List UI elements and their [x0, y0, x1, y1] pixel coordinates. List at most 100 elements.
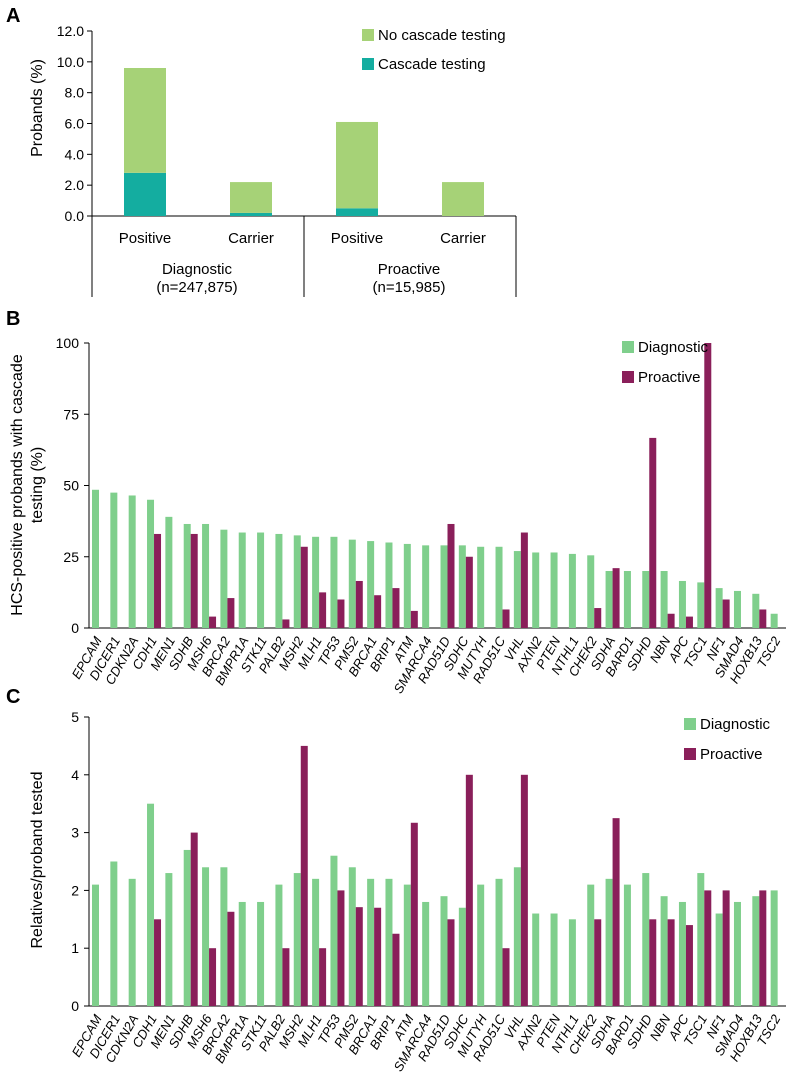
panel-letter-a: A [6, 5, 20, 27]
panelB-bar-diagnostic [733, 590, 741, 628]
legend-label-cascade: Cascade testing [378, 56, 486, 73]
panelC-ytick-label: 2 [71, 882, 79, 898]
legend-swatch-proactive-c [684, 748, 696, 760]
panel-a-ytick-label: 2.0 [65, 177, 85, 193]
panel-a-group-label-diagnostic: Diagnostic [162, 261, 233, 278]
panel-a-bar-no-cascade [124, 68, 166, 173]
panelB-bar-proactive [355, 580, 363, 628]
panelC-bar-diagnostic [715, 913, 723, 1006]
panel-c-ylabel: Relatives/proband tested [29, 772, 46, 949]
panelB-bar-proactive [759, 609, 767, 628]
panelC-bar-diagnostic [348, 867, 356, 1006]
panelC-bar-diagnostic [477, 884, 485, 1006]
panelB-bar-diagnostic [385, 542, 393, 628]
panelC-bar-diagnostic [568, 919, 576, 1006]
panelB-bar-diagnostic [458, 545, 466, 628]
panelB-bar-diagnostic [312, 536, 320, 628]
panelB-bar-proactive [465, 556, 473, 628]
panel-b-ylabel-line1: HCS-positive probands with cascade [9, 354, 26, 616]
panel-a-category-label: Carrier [440, 230, 486, 247]
panelC-bar-diagnostic [697, 873, 705, 1006]
panelB-bar-diagnostic [422, 545, 430, 628]
panel-a-category-label: Carrier [228, 230, 274, 247]
panelB-ytick-label: 50 [63, 478, 79, 494]
panel-letter-c: C [6, 686, 20, 708]
panel-a-ytick-label: 10.0 [57, 54, 84, 70]
panelC-bar-diagnostic [312, 878, 320, 1006]
panelB-ytick-label: 100 [56, 335, 80, 351]
panelB-bar-proactive [374, 595, 382, 628]
panelC-ytick-label: 4 [71, 767, 79, 783]
panelB-bar-proactive [594, 608, 602, 628]
panelC-bar-diagnostic [587, 884, 595, 1006]
panelB-bar-proactive [154, 533, 162, 628]
panelC-bar-proactive [704, 890, 712, 1006]
panelC-bar-proactive [374, 907, 382, 1006]
panelB-bar-diagnostic [642, 571, 650, 628]
panelB-bar-diagnostic [532, 552, 540, 628]
panelB-bar-proactive [649, 437, 657, 628]
legend-swatch-no-cascade [362, 29, 374, 41]
panelB-bar-diagnostic [128, 495, 136, 628]
panelC-bar-proactive [649, 919, 657, 1006]
panelB-bar-diagnostic [697, 582, 705, 628]
panelB-bar-diagnostic [202, 523, 210, 628]
panel-a-group-sublabel-proactive: (n=15,985) [373, 279, 446, 296]
panelB-bar-proactive [704, 343, 712, 628]
panel-b-chart: 0255075100EPCAMDICER1CDKN2ACDH1MEN1SDHBM… [56, 335, 786, 696]
panelC-bar-diagnostic [330, 855, 338, 1006]
panel-a-bar-no-cascade [230, 182, 272, 213]
panelB-bar-diagnostic [293, 535, 301, 628]
panelB-bar-proactive [520, 532, 528, 628]
panel-a-group-sublabel-diagnostic: (n=247,875) [156, 279, 237, 296]
panelB-bar-diagnostic [147, 499, 155, 628]
panelC-bar-proactive [594, 919, 602, 1006]
panelB-bar-proactive [722, 599, 730, 628]
legend-label-diagnostic-b: Diagnostic [638, 339, 709, 356]
panelC-bar-diagnostic [293, 873, 301, 1006]
panelB-bar-diagnostic [605, 571, 613, 628]
panelC-ytick-label: 3 [71, 825, 79, 841]
panelC-bar-proactive [282, 948, 290, 1006]
panelC-bar-diagnostic [440, 896, 448, 1006]
panelC-bar-diagnostic [403, 884, 411, 1006]
panelB-bar-proactive [667, 613, 675, 628]
panelB-bar-diagnostic [348, 539, 356, 628]
panelB-bar-proactive [227, 598, 235, 628]
panelB-bar-diagnostic [220, 529, 228, 628]
panelB-bar-diagnostic [678, 580, 686, 628]
panelB-bar-proactive [685, 616, 693, 628]
panelB-bar-proactive [282, 619, 290, 628]
panelB-bar-diagnostic [715, 588, 723, 628]
panelB-bar-diagnostic [367, 541, 375, 628]
panelC-bar-diagnostic [642, 873, 650, 1006]
panelB-bar-diagnostic [403, 543, 411, 628]
panelC-bar-diagnostic [147, 803, 155, 1006]
panelB-bar-diagnostic [110, 492, 118, 628]
panelC-bar-proactive [355, 907, 363, 1006]
panelC-ytick-label: 1 [71, 940, 79, 956]
panelC-bar-proactive [722, 890, 730, 1006]
panel-c-chart: 012345EPCAMDICER1CDKN2ACDH1MEN1SDHBMSH6B… [69, 709, 786, 1074]
panelB-bar-diagnostic [495, 546, 503, 628]
panelB-bar-diagnostic [330, 536, 338, 628]
panelC-bar-proactive [612, 818, 620, 1006]
panelC-bar-proactive [502, 948, 510, 1006]
panelB-bar-diagnostic [513, 551, 521, 628]
panelB-bar-diagnostic [92, 489, 99, 628]
panelC-bar-diagnostic [660, 896, 668, 1006]
panelC-bar-diagnostic [257, 901, 265, 1006]
panelB-bar-diagnostic [275, 533, 283, 628]
panelC-bar-diagnostic [752, 896, 760, 1006]
panelC-bar-diagnostic [367, 878, 375, 1006]
panelC-bar-diagnostic [733, 901, 741, 1006]
panelC-bar-diagnostic [92, 884, 99, 1006]
panelC-bar-diagnostic [275, 884, 283, 1006]
panelC-bar-diagnostic [238, 901, 246, 1006]
panelB-bar-proactive [410, 610, 418, 628]
legend-swatch-proactive-b [622, 371, 634, 383]
panelC-bar-diagnostic [770, 890, 778, 1006]
panelC-bar-diagnostic [128, 878, 136, 1006]
panelC-bar-proactive [227, 911, 235, 1006]
panelB-bar-diagnostic [440, 545, 448, 628]
